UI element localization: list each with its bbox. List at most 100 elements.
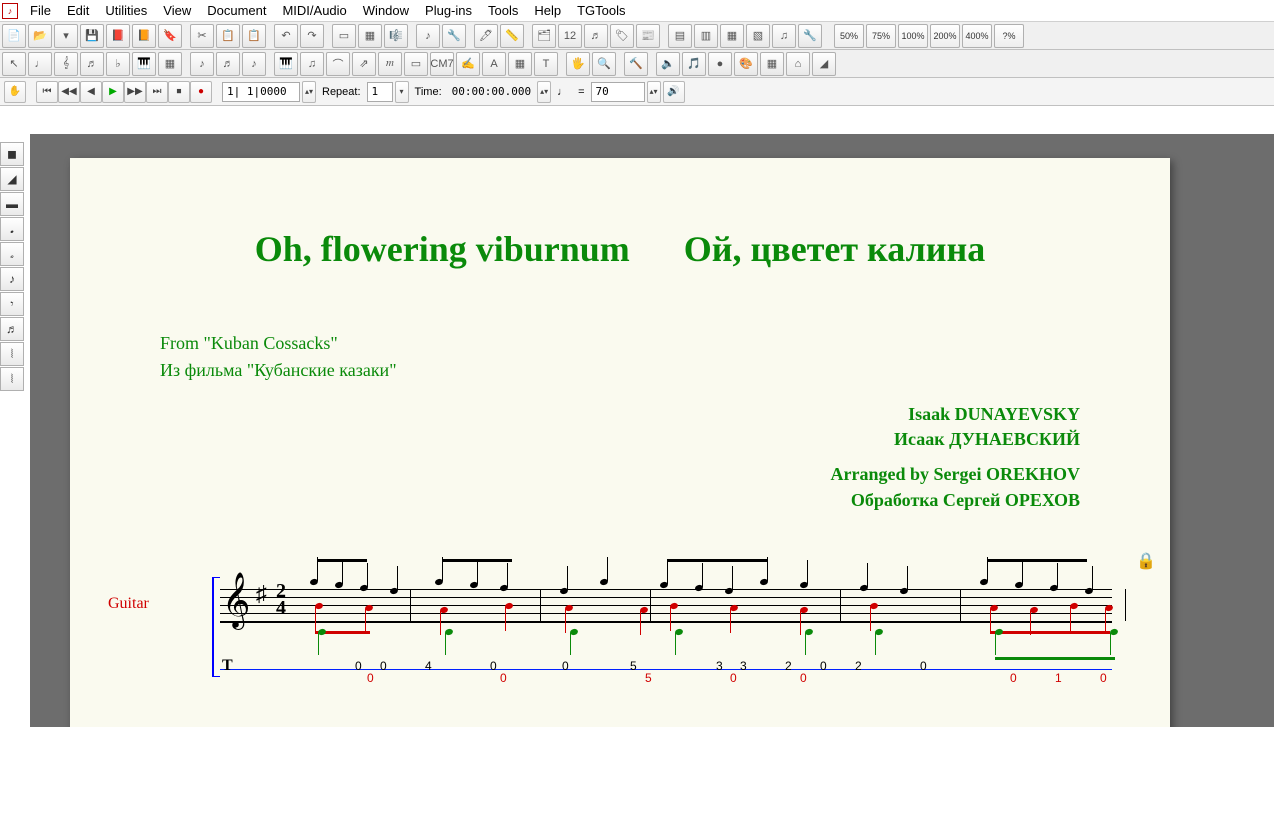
fwd-end-button[interactable]: ⏭ xyxy=(146,81,168,103)
hand-tool-button[interactable]: ✋ xyxy=(4,81,26,103)
side-tool-8[interactable]: ⦚ xyxy=(0,342,24,366)
side-tool-6[interactable]: 𝄾 xyxy=(0,292,24,316)
zoom-button-100[interactable]: 100% xyxy=(898,24,928,48)
menu-document[interactable]: Document xyxy=(199,1,274,20)
tab-number[interactable]: 0 xyxy=(490,659,497,673)
toolbar2-button-4[interactable]: ♭ xyxy=(106,52,130,76)
toolbar1-button-31[interactable]: ▤ xyxy=(668,24,692,48)
toolbar2-button-20[interactable]: A xyxy=(482,52,506,76)
toolbar1-button-36[interactable]: 🔧 xyxy=(798,24,822,48)
toolbar2-button-15[interactable]: ⇗ xyxy=(352,52,376,76)
speaker-button[interactable]: 🔊 xyxy=(663,81,685,103)
menu-view[interactable]: View xyxy=(155,1,199,20)
tab-number[interactable]: 1 xyxy=(1055,671,1062,685)
repeat-input[interactable] xyxy=(367,82,393,102)
toolbar2-button-25[interactable]: 🔍 xyxy=(592,52,616,76)
tempo-input[interactable] xyxy=(591,82,645,102)
menu-file[interactable]: File xyxy=(22,1,59,20)
toolbar1-button-20[interactable]: 🔧 xyxy=(442,24,466,48)
toolbar2-button-5[interactable]: 🎹 xyxy=(132,52,156,76)
record-button[interactable]: ● xyxy=(190,81,212,103)
tab-number[interactable]: 0 xyxy=(800,671,807,685)
toolbar1-button-19[interactable]: ♪ xyxy=(416,24,440,48)
zoom-button-400[interactable]: 400% xyxy=(962,24,992,48)
toolbar1-button-26[interactable]: 12 xyxy=(558,24,582,48)
tab-number[interactable]: 0 xyxy=(367,671,374,685)
tab-number[interactable]: 0 xyxy=(562,659,569,673)
toolbar1-button-27[interactable]: ♬ xyxy=(584,24,608,48)
tab-number[interactable]: 2 xyxy=(855,659,862,673)
side-tool-5[interactable]: ♪ xyxy=(0,267,24,291)
tab-number[interactable]: 0 xyxy=(1100,671,1107,685)
tab-number[interactable]: 5 xyxy=(630,659,637,673)
menu-utilities[interactable]: Utilities xyxy=(97,1,155,20)
menu-window[interactable]: Window xyxy=(355,1,417,20)
toolbar2-button-27[interactable]: 🔨 xyxy=(624,52,648,76)
tab-number[interactable]: 2 xyxy=(785,659,792,673)
toolbar2-button-3[interactable]: ♬ xyxy=(80,52,104,76)
toolbar2-button-10[interactable]: ♪ xyxy=(242,52,266,76)
step-back-button[interactable]: ◀ xyxy=(80,81,102,103)
menu-tools[interactable]: Tools xyxy=(480,1,526,20)
toolbar1-button-25[interactable]: 🗂 xyxy=(532,24,556,48)
toolbar1-button-13[interactable]: ↷ xyxy=(300,24,324,48)
tab-number[interactable]: 0 xyxy=(500,671,507,685)
menu-edit[interactable]: Edit xyxy=(59,1,97,20)
tab-number[interactable]: 4 xyxy=(425,659,432,673)
toolbar1-button-10[interactable]: 📋 xyxy=(242,24,266,48)
toolbar2-button-6[interactable]: ▦ xyxy=(158,52,182,76)
toolbar1-button-9[interactable]: 📋 xyxy=(216,24,240,48)
staff-system[interactable]: Guitar 🔒 𝄞 ♯ 2 4 T 00400533202000500010 xyxy=(70,559,1170,689)
repeat-dropdown[interactable]: ▾ xyxy=(395,81,409,103)
toolbar2-button-24[interactable]: 🖐 xyxy=(566,52,590,76)
toolbar2-button-30[interactable]: 🎵 xyxy=(682,52,706,76)
tab-number[interactable]: 3 xyxy=(716,659,723,673)
side-tool-0[interactable]: ◼ xyxy=(0,142,24,166)
toolbar2-button-12[interactable]: 🎹 xyxy=(274,52,298,76)
side-tool-3[interactable]: 𝅘 xyxy=(0,217,24,241)
toolbar2-button-32[interactable]: 🎨 xyxy=(734,52,758,76)
side-tool-2[interactable]: ▬ xyxy=(0,192,24,216)
toolbar1-button-29[interactable]: 📰 xyxy=(636,24,660,48)
toolbar2-button-33[interactable]: ▦ xyxy=(760,52,784,76)
toolbar2-button-18[interactable]: CM7 xyxy=(430,52,454,76)
toolbar1-button-33[interactable]: ▦ xyxy=(720,24,744,48)
toolbar1-button-5[interactable]: 📙 xyxy=(132,24,156,48)
tab-number[interactable]: 0 xyxy=(355,659,362,673)
tab-number[interactable]: 0 xyxy=(820,659,827,673)
toolbar2-button-35[interactable]: ◢ xyxy=(812,52,836,76)
toolbar1-button-8[interactable]: ✂ xyxy=(190,24,214,48)
toolbar1-button-0[interactable]: 📄 xyxy=(2,24,26,48)
toolbar2-button-14[interactable]: ⌒ xyxy=(326,52,350,76)
tempo-spinner[interactable]: ▴▾ xyxy=(647,81,661,103)
toolbar1-button-15[interactable]: ▭ xyxy=(332,24,356,48)
side-tool-9[interactable]: ⦚ xyxy=(0,367,24,391)
stop-button[interactable]: ⏹ xyxy=(168,81,190,103)
menu-tgtools[interactable]: TGTools xyxy=(569,1,633,20)
tab-number[interactable]: 3 xyxy=(740,659,747,673)
toolbar2-button-9[interactable]: ♬ xyxy=(216,52,240,76)
toolbar1-button-35[interactable]: ♫ xyxy=(772,24,796,48)
menu-midi-audio[interactable]: MIDI/Audio xyxy=(274,1,354,20)
toolbar2-button-34[interactable]: ⌂ xyxy=(786,52,810,76)
toolbar1-button-4[interactable]: 📕 xyxy=(106,24,130,48)
toolbar2-button-29[interactable]: 🔈 xyxy=(656,52,680,76)
toolbar1-button-2[interactable]: ▾ xyxy=(54,24,78,48)
toolbar2-button-19[interactable]: ✍ xyxy=(456,52,480,76)
tab-number[interactable]: 0 xyxy=(920,659,927,673)
time-spinner[interactable]: ▴▾ xyxy=(537,81,551,103)
toolbar1-button-17[interactable]: 🎼 xyxy=(384,24,408,48)
toolbar2-button-1[interactable]: ♩ xyxy=(28,52,52,76)
toolbar2-button-8[interactable]: ♪ xyxy=(190,52,214,76)
measure-counter[interactable] xyxy=(222,82,300,102)
toolbar2-button-0[interactable]: ↖ xyxy=(2,52,26,76)
score-page[interactable]: Oh, flowering viburnum Ой, цветет калина… xyxy=(70,158,1170,727)
toolbar1-button-22[interactable]: 🖊 xyxy=(474,24,498,48)
tab-number[interactable]: 5 xyxy=(645,671,652,685)
toolbar2-button-31[interactable]: ● xyxy=(708,52,732,76)
toolbar2-button-2[interactable]: 𝄞 xyxy=(54,52,78,76)
toolbar1-button-28[interactable]: 🏷 xyxy=(610,24,634,48)
zoom-button-?[interactable]: ?% xyxy=(994,24,1024,48)
menu-help[interactable]: Help xyxy=(526,1,569,20)
toolbar1-button-34[interactable]: ▧ xyxy=(746,24,770,48)
